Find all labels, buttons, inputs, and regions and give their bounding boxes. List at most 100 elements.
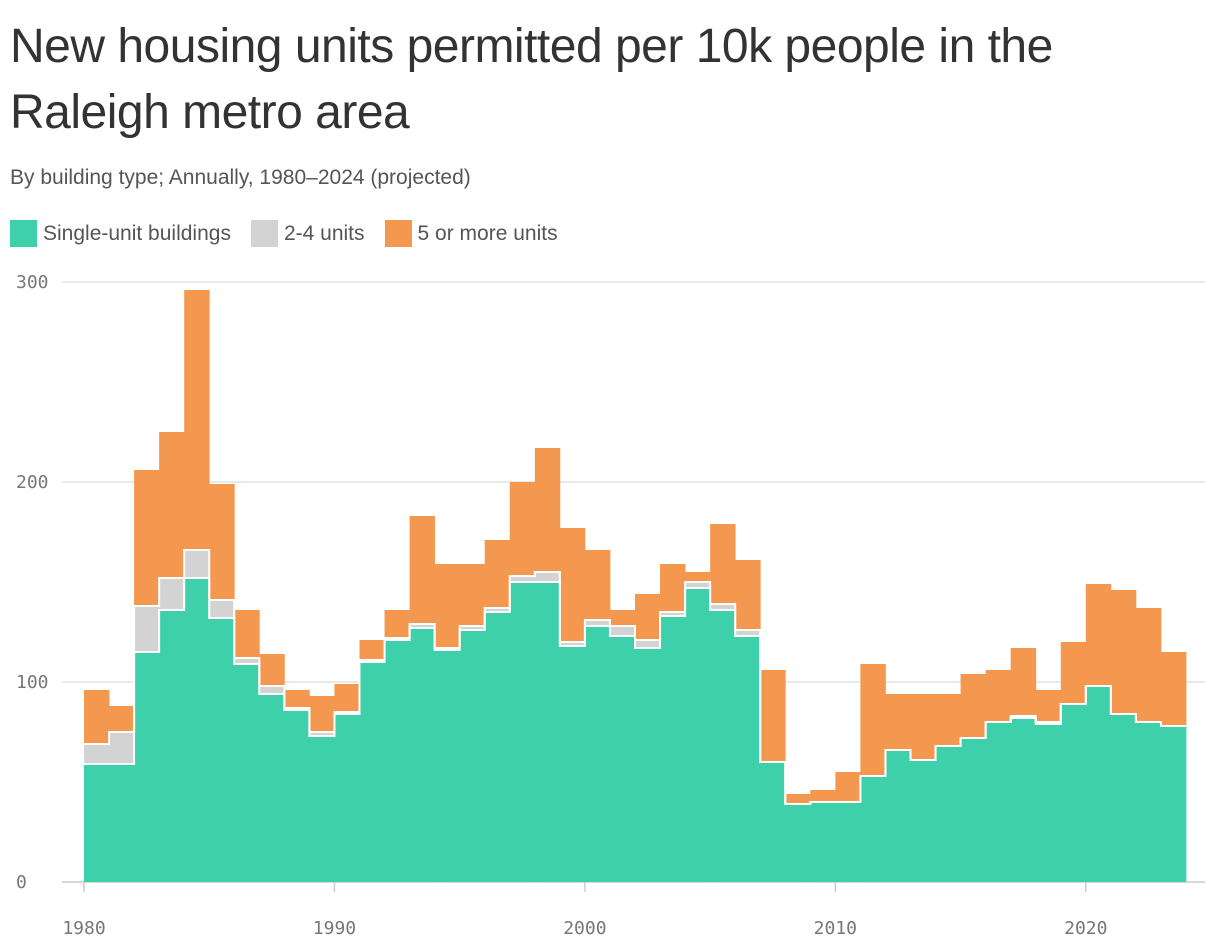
bar-2-4-units-2005 (710, 604, 736, 610)
legend-item-single-unit: Single-unit buildings (10, 220, 231, 247)
bar-5-or-more-units-1996 (484, 540, 511, 608)
bar-2-4-units-2003 (660, 612, 686, 616)
y-tick-label-200: 200 (16, 472, 49, 493)
bar-single-unit-buildings-2002 (635, 648, 661, 882)
bar-5-or-more-units-1999 (559, 528, 586, 642)
bar-2-4-units-1983 (159, 578, 185, 610)
bar-2-4-units-1997 (509, 576, 536, 582)
x-tick-label-2010: 2010 (814, 918, 857, 939)
legend-label-single-unit: Single-unit buildings (43, 221, 231, 245)
x-tick-label-1980: 1980 (62, 918, 105, 939)
bar-5-or-more-units-1991 (359, 640, 385, 660)
bar-2-4-units-1982 (134, 606, 160, 652)
bar-5-or-more-units-1989 (309, 696, 335, 732)
bar-2-4-units-2004 (685, 582, 711, 588)
bar-2-4-units-2002 (635, 640, 661, 648)
bar-5-or-more-units-1981 (109, 706, 135, 732)
y-tick-label-300: 300 (16, 272, 49, 293)
bar-5-or-more-units-1987 (259, 654, 285, 686)
bar-single-unit-buildings-2023 (1160, 726, 1187, 882)
bar-single-unit-buildings-2019 (1060, 704, 1087, 882)
bar-5-or-more-units-2006 (735, 560, 761, 630)
bar-single-unit-buildings-2022 (1135, 722, 1162, 882)
bar-5-or-more-units-2003 (660, 564, 686, 612)
bar-5-or-more-units-2008 (785, 794, 811, 804)
x-tick-label-2000: 2000 (563, 918, 606, 939)
bar-2-4-units-2006 (735, 630, 761, 636)
bar-single-unit-buildings-1991 (359, 662, 385, 882)
legend-label-2-4-units: 2-4 units (283, 221, 365, 245)
bar-5-or-more-units-2010 (835, 772, 861, 802)
bar-5-or-more-units-2020 (1085, 584, 1112, 686)
bar-5-or-more-units-1980 (84, 690, 110, 744)
bar-5-or-more-units-1984 (184, 290, 210, 550)
legend-swatch-single-unit (10, 220, 37, 247)
bar-single-unit-buildings-2003 (660, 616, 686, 882)
bar-5-or-more-units-1994 (434, 564, 461, 648)
bar-2-4-units-1999 (559, 642, 586, 646)
legend-item-2-4-units: 2-4 units (250, 220, 365, 247)
bar-single-unit-buildings-1981 (109, 764, 135, 882)
y-tick-label-100: 100 (16, 672, 49, 693)
bar-single-unit-buildings-2017 (1010, 718, 1037, 882)
bar-single-unit-buildings-1983 (159, 610, 185, 882)
x-tick-label-2020: 2020 (1064, 918, 1107, 939)
bar-2-4-units-1986 (234, 658, 260, 664)
bar-single-unit-buildings-1998 (534, 582, 561, 882)
bar-single-unit-buildings-1992 (384, 640, 410, 882)
bar-5-or-more-units-2017 (1010, 648, 1037, 716)
bar-5-or-more-units-1997 (509, 482, 536, 576)
chart-title: New housing units permitted per 10k peop… (10, 20, 1053, 139)
x-tick-label-1990: 1990 (313, 918, 356, 939)
bar-single-unit-buildings-1985 (209, 618, 235, 882)
boundary-line-2-4-units (84, 549, 1186, 805)
bar-single-unit-buildings-2021 (1110, 714, 1137, 882)
bar-5-or-more-units-2005 (710, 524, 736, 604)
bar-2-4-units-2000 (584, 620, 611, 626)
bar-single-unit-buildings-1984 (184, 578, 210, 882)
bar-single-unit-buildings-2005 (710, 610, 736, 882)
bar-5-or-more-units-2022 (1135, 608, 1162, 722)
bar-single-unit-buildings-2001 (609, 636, 636, 882)
bar-single-unit-buildings-1997 (509, 582, 536, 882)
bar-single-unit-buildings-2000 (584, 626, 611, 882)
bar-single-unit-buildings-1990 (334, 714, 360, 882)
legend: Single-unit buildings 2-4 units 5 or mor… (10, 220, 578, 247)
bar-2-4-units-2001 (609, 626, 636, 636)
bar-5-or-more-units-2014 (935, 694, 961, 746)
bar-2-4-units-1989 (309, 732, 335, 736)
bar-5-or-more-units-2002 (635, 594, 661, 640)
bar-5-or-more-units-2018 (1035, 690, 1062, 722)
bar-single-unit-buildings-1999 (559, 646, 586, 882)
bar-2-4-units-1987 (259, 686, 285, 694)
bar-single-unit-buildings-1995 (459, 630, 486, 882)
bar-5-or-more-units-1998 (534, 448, 561, 572)
bar-single-unit-buildings-2007 (760, 762, 786, 882)
bar-5-or-more-units-2007 (760, 670, 786, 762)
legend-label-5-plus-units: 5 or more units (417, 221, 558, 245)
bar-single-unit-buildings-2006 (735, 636, 761, 882)
bar-5-or-more-units-1986 (234, 610, 260, 658)
bar-single-unit-buildings-1988 (284, 710, 310, 882)
bar-5-or-more-units-2011 (860, 664, 886, 776)
bar-5-or-more-units-1993 (409, 516, 436, 624)
bar-5-or-more-units-1990 (334, 684, 360, 712)
bar-2-4-units-1995 (459, 626, 486, 630)
bar-single-unit-buildings-1986 (234, 664, 260, 882)
bar-5-or-more-units-2023 (1160, 652, 1187, 726)
bar-5-or-more-units-2013 (910, 694, 936, 760)
bar-5-or-more-units-2012 (885, 694, 911, 750)
bar-2-4-units-1981 (109, 732, 135, 764)
bar-2-4-units-1984 (184, 550, 210, 578)
bar-single-unit-buildings-2004 (685, 588, 711, 882)
bar-single-unit-buildings-2014 (935, 746, 961, 882)
bar-single-unit-buildings-2012 (885, 750, 911, 882)
bar-single-unit-buildings-2011 (860, 776, 886, 882)
bar-5-or-more-units-2001 (609, 610, 636, 626)
bar-single-unit-buildings-1980 (84, 764, 110, 882)
bar-single-unit-buildings-1987 (259, 694, 285, 882)
bar-5-or-more-units-1992 (384, 610, 410, 638)
bar-single-unit-buildings-2016 (985, 722, 1012, 882)
bar-single-unit-buildings-1996 (484, 612, 511, 882)
